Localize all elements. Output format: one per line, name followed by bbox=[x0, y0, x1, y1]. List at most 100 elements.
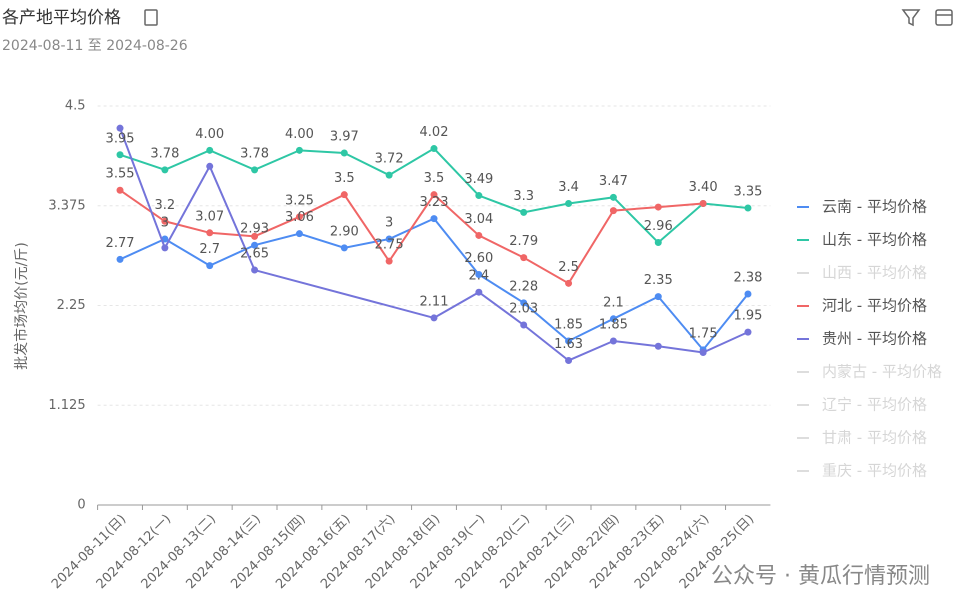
data-label: 2.1 bbox=[603, 295, 624, 310]
chart-subtitle: 2024-08-11 至 2024-08-26 bbox=[2, 38, 188, 54]
data-point bbox=[206, 262, 214, 270]
y-tick-label: 0 bbox=[77, 498, 85, 513]
data-label: 3.5 bbox=[334, 171, 355, 186]
data-point bbox=[520, 254, 528, 262]
legend-label: 山西 - 平均价格 bbox=[822, 264, 927, 282]
data-label: 3.07 bbox=[195, 209, 224, 224]
y-tick-label: 3.375 bbox=[48, 198, 85, 213]
data-label: 1.95 bbox=[733, 309, 762, 324]
data-label: 2.7 bbox=[199, 242, 220, 257]
data-point bbox=[475, 192, 483, 200]
data-label: 3.95 bbox=[106, 131, 135, 146]
y-tick-label: 4.5 bbox=[65, 99, 86, 114]
data-label: 2.28 bbox=[509, 279, 538, 294]
data-point bbox=[251, 266, 259, 274]
data-label: 3.04 bbox=[464, 212, 493, 227]
data-point bbox=[699, 200, 707, 208]
data-point bbox=[565, 200, 573, 208]
data-point bbox=[295, 146, 303, 154]
data-point bbox=[654, 342, 662, 350]
title-icon[interactable] bbox=[144, 9, 158, 26]
y-tick-label: 1.125 bbox=[48, 398, 85, 413]
data-point bbox=[251, 166, 259, 174]
legend-label: 重庆 - 平均价格 bbox=[822, 462, 927, 480]
data-label: 3.55 bbox=[106, 167, 135, 182]
data-point bbox=[654, 293, 662, 301]
data-label: 2.96 bbox=[644, 219, 673, 234]
data-point bbox=[520, 321, 528, 329]
data-label: 2.4 bbox=[469, 269, 490, 284]
data-point bbox=[295, 213, 303, 221]
data-label: 3 bbox=[385, 216, 393, 231]
data-label: 2.90 bbox=[330, 224, 359, 239]
data-label: 4.00 bbox=[285, 127, 314, 142]
watermark: 公众号 · 黄瓜行情预测 bbox=[711, 564, 930, 589]
data-point bbox=[475, 270, 483, 278]
data-label: 2.77 bbox=[106, 236, 135, 251]
data-label: 1.63 bbox=[554, 337, 583, 352]
data-point bbox=[116, 124, 124, 132]
data-label: 3.40 bbox=[689, 180, 718, 195]
data-point bbox=[161, 244, 169, 252]
calendar-icon[interactable] bbox=[935, 9, 953, 26]
data-point bbox=[206, 146, 214, 154]
data-point bbox=[251, 241, 259, 249]
data-point bbox=[744, 290, 752, 298]
data-point bbox=[609, 337, 617, 345]
data-point bbox=[475, 288, 483, 296]
data-label: 2.65 bbox=[240, 247, 269, 262]
data-point bbox=[385, 235, 393, 243]
data-label: 2.60 bbox=[464, 251, 493, 266]
series-line bbox=[119, 189, 704, 285]
data-point bbox=[430, 314, 438, 322]
data-point bbox=[744, 204, 752, 212]
x-tick-label: 2024-08-11(日) bbox=[49, 512, 129, 592]
y-tick-label: 2.25 bbox=[57, 298, 86, 313]
data-point bbox=[475, 231, 483, 239]
data-point bbox=[251, 232, 259, 240]
data-label: 2.38 bbox=[733, 270, 762, 285]
legend-label: 内蒙古 - 平均价格 bbox=[822, 363, 942, 381]
data-point bbox=[116, 151, 124, 159]
data-point bbox=[520, 208, 528, 216]
filter-icon[interactable] bbox=[901, 9, 921, 27]
data-point bbox=[430, 215, 438, 223]
data-point bbox=[565, 279, 573, 287]
y-axis-label: 批发市场均价(元/斤) bbox=[13, 242, 30, 370]
data-label: 3 bbox=[161, 216, 169, 231]
data-point bbox=[340, 191, 348, 199]
data-label: 2.79 bbox=[509, 234, 538, 249]
data-point bbox=[161, 217, 169, 225]
data-label: 3.4 bbox=[558, 180, 579, 195]
data-label: 2.75 bbox=[375, 238, 404, 253]
series-connector bbox=[254, 269, 435, 319]
data-label: 2.5 bbox=[558, 260, 579, 275]
data-label: 1.75 bbox=[689, 326, 718, 341]
data-point bbox=[609, 193, 617, 201]
data-point bbox=[609, 207, 617, 215]
data-label: 1.85 bbox=[599, 317, 628, 332]
legend-label: 山东 - 平均价格 bbox=[822, 231, 927, 249]
legend-label: 甘肃 - 平均价格 bbox=[822, 429, 927, 447]
data-label: 3.97 bbox=[330, 129, 359, 144]
data-point bbox=[340, 244, 348, 252]
data-point bbox=[565, 356, 573, 364]
data-point bbox=[744, 328, 752, 336]
data-point bbox=[206, 229, 214, 237]
data-point bbox=[385, 257, 393, 265]
data-point bbox=[609, 315, 617, 323]
data-point bbox=[340, 149, 348, 157]
data-point bbox=[295, 230, 303, 238]
legend-label: 贵州 - 平均价格 bbox=[822, 330, 927, 348]
data-point bbox=[430, 191, 438, 199]
data-label: 3.2 bbox=[155, 198, 176, 213]
data-point bbox=[116, 255, 124, 263]
data-label: 3.23 bbox=[420, 195, 449, 210]
data-label: 1.85 bbox=[554, 317, 583, 332]
data-label: 2.03 bbox=[509, 302, 538, 317]
data-label: 3.3 bbox=[513, 189, 534, 204]
data-point bbox=[654, 239, 662, 247]
legend-label: 河北 - 平均价格 bbox=[822, 297, 927, 315]
data-point bbox=[206, 162, 214, 170]
